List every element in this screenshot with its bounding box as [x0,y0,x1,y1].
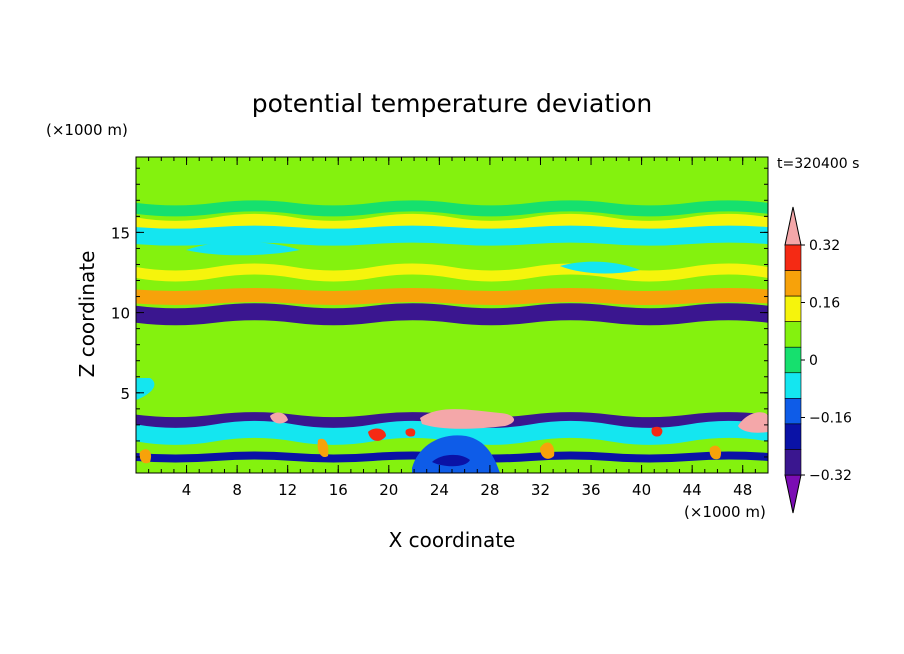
field-band [136,420,768,445]
colorbar-segment [784,372,802,399]
colorbar-segment [784,321,802,348]
colorbar-segment [784,449,802,476]
x-tick-label: 8 [232,481,242,499]
field-band [136,303,768,326]
x-tick-label: 24 [430,481,449,499]
field-band [136,288,768,306]
z-tick-label: 10 [111,305,130,323]
z-unit-label: (×1000 m) [46,121,128,139]
colorbar-tick-label: −0.32 [809,468,852,484]
x-tick-label: 20 [379,481,398,499]
field-band [136,181,768,193]
colorbar-segment [784,346,802,374]
colorbar: 0.32 0.16 0 −0.16 −0.32 [784,206,852,514]
field-band [136,337,768,353]
x-tick-label: 4 [182,481,192,499]
z-tick-label: 15 [111,224,130,242]
colorbar-segment [784,398,802,425]
x-tick-label: 16 [329,481,348,499]
x-axis: 4 8 12 16 20 24 28 32 36 40 44 48 [148,157,756,499]
x-tick-label: 12 [278,481,297,499]
z-axis: 5 10 15 [111,167,768,458]
x-unit-label: (×1000 m) [684,503,766,521]
deep-blue-pool [412,435,500,473]
z-axis-title: Z coordinate [75,251,99,378]
z-tick-label: 5 [120,385,130,403]
colorbar-tick-label: 0 [809,353,818,369]
colorbar-top-arrow [784,206,802,246]
colorbar-bottom-arrow [784,474,802,514]
x-tick-label: 44 [683,481,702,499]
colorbar-segment [784,295,802,322]
navy-core [432,454,470,467]
field-band [136,361,768,376]
colorbar-tick-label: −0.16 [809,411,852,427]
colorbar-tick-label: 0.32 [809,238,840,254]
x-tick-label: 40 [632,481,651,499]
chart-title: potential temperature deviation [252,89,652,118]
field-band [136,225,768,246]
x-tick-label: 36 [581,481,600,499]
x-tick-label: 32 [531,481,550,499]
time-label: t=320400 s [777,156,859,172]
x-tick-label: 48 [733,481,752,499]
colorbar-tick-label: 0.16 [809,296,840,312]
colorbar-segment [784,270,802,297]
colorbar-segment [784,244,802,271]
x-axis-title: X coordinate [389,528,516,552]
x-tick-label: 28 [480,481,499,499]
field-band [136,200,768,217]
colorbar-segment [784,423,802,450]
heatmap-field [136,157,768,473]
